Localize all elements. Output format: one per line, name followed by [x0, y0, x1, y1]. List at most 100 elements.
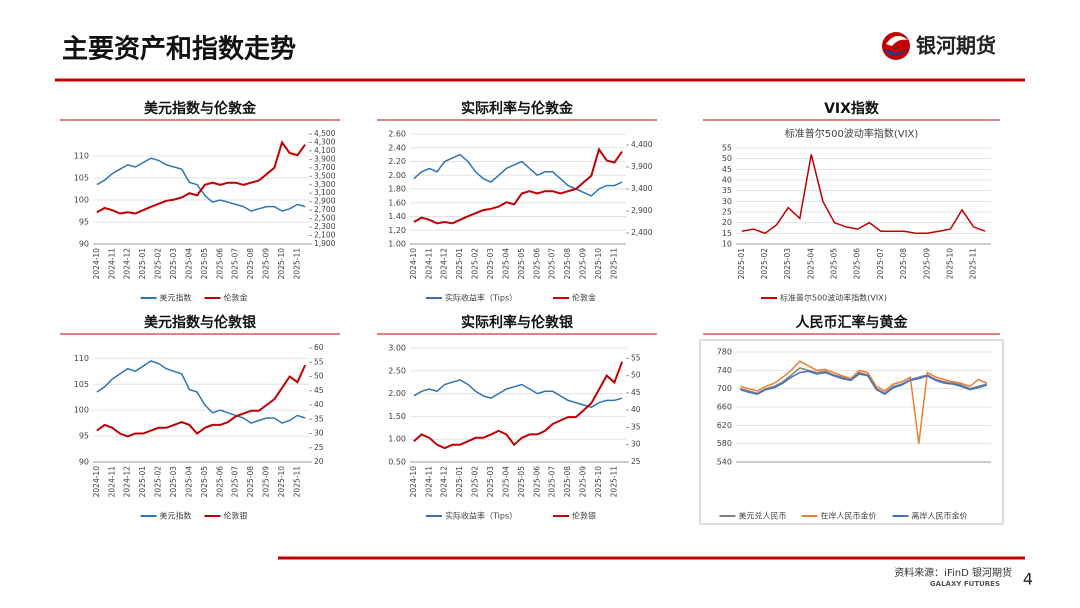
- y2-tick-label: 40: [314, 400, 324, 409]
- legend-label: 标准普尔500波动率指数(VIX): [780, 293, 887, 303]
- x-tick-label: 2025-11: [292, 466, 301, 498]
- y-tick-label: 105: [74, 380, 89, 389]
- x-tick-label: 2025-08: [563, 248, 572, 280]
- chart: 实际利率与伦敦银 0.50 1.00 1.50 2.00 2.50 3.00 25 30 35 40…: [377, 314, 657, 521]
- y-tick-label: 540: [717, 458, 732, 467]
- y2-tick-label: 4,400: [631, 140, 653, 149]
- series-line: [413, 153, 623, 197]
- y-tick-label: 100: [74, 406, 89, 415]
- x-tick-label: 2025-05: [517, 248, 526, 280]
- y-tick-label: 2.00: [388, 389, 406, 398]
- x-tick-label: 2024-12: [440, 466, 449, 498]
- y-tick-label: 110: [74, 354, 89, 363]
- y2-tick-label: 3,500: [314, 171, 336, 180]
- x-tick-label: 2025-08: [563, 466, 572, 498]
- chart: 美元指数与伦敦银 90 95 100 105 110 20 25 30 35 40 45 50 55 60 2…: [60, 314, 340, 521]
- y2-tick-label: 30: [314, 429, 324, 438]
- x-tick-label: 2025-03: [486, 466, 495, 498]
- y-tick-label: 780: [717, 348, 732, 357]
- x-tick-label: 2025-10: [594, 248, 603, 280]
- x-tick-label: 2025-02: [154, 248, 163, 280]
- y-tick-label: 110: [74, 152, 89, 161]
- chart-title: VIX指数: [824, 100, 880, 117]
- x-tick-label: 2025-04: [806, 248, 815, 280]
- y2-tick-label: 3,900: [314, 154, 336, 163]
- x-tick-label: 2025-01: [138, 466, 147, 498]
- x-tick-label: 2025-05: [517, 466, 526, 498]
- y2-tick-label: 40: [631, 405, 641, 414]
- legend-label: 伦敦银: [572, 511, 596, 521]
- x-tick-label: 2025-11: [292, 248, 301, 280]
- x-tick-label: 2025-09: [579, 466, 588, 498]
- y-tick-label: 2.20: [388, 157, 406, 166]
- x-tick-label: 2025-07: [548, 466, 557, 498]
- y-tick-label: 50: [722, 154, 732, 163]
- x-tick-label: 2025-03: [169, 466, 178, 498]
- legend-label: 美元兑人民币: [739, 511, 787, 521]
- chart: 实际利率与伦敦金 1.00 1.20 1.40 1.60 1.80 2.00 2.20 2.40…: [377, 100, 657, 303]
- y-tick-label: 30: [722, 197, 732, 206]
- logo-swoosh: [884, 48, 908, 56]
- x-tick-label: 2024-10: [92, 248, 101, 280]
- brand-text: GALAXY FUTURES: [930, 580, 1000, 588]
- chart-title: 美元指数与伦敦银: [144, 314, 257, 331]
- x-tick-label: 2025-07: [548, 248, 557, 280]
- x-tick-label: 2025-02: [154, 466, 163, 498]
- x-tick-label: 2025-11: [969, 248, 978, 280]
- chart-title: 实际利率与伦敦银: [461, 314, 574, 331]
- x-tick-label: 2025-11: [609, 466, 618, 498]
- chart: 美元指数与伦敦金 90 95 100 105 110 1,9002,1002,3002,50…: [60, 100, 340, 303]
- legend-label: 实际收益率（Tips）: [445, 293, 517, 303]
- y2-tick-label: 25: [314, 443, 324, 452]
- y2-tick-label: 3,300: [314, 180, 336, 189]
- page-number: 4: [1023, 570, 1033, 589]
- y2-tick-label: 2,400: [631, 228, 653, 237]
- x-tick-label: 2024-11: [424, 248, 433, 280]
- y-tick-label: 700: [717, 384, 732, 393]
- x-tick-label: 2024-12: [123, 248, 132, 280]
- x-tick-label: 2025-05: [200, 466, 209, 498]
- y-tick-label: 25: [722, 208, 732, 217]
- y-tick-label: 100: [74, 196, 89, 205]
- chart-title: 实际利率与伦敦金: [461, 100, 574, 117]
- x-tick-label: 2025-09: [262, 248, 271, 280]
- legend-label: 美元指数: [160, 511, 192, 521]
- x-tick-label: 2025-06: [215, 248, 224, 280]
- legend-label: 伦敦金: [224, 293, 248, 303]
- legend-label: 在岸人民币金价: [821, 511, 877, 521]
- y-tick-label: 90: [79, 458, 89, 467]
- series-line: [96, 364, 307, 438]
- x-tick-label: 2025-04: [184, 466, 193, 498]
- x-tick-label: 2025-10: [594, 466, 603, 498]
- chart: 人民币汇率与黄金 540 580 620 660 700 740 780 美元兑人民币 在岸人民币…: [699, 314, 1004, 525]
- y-tick-label: 2.00: [388, 171, 406, 180]
- chart-title: 美元指数与伦敦金: [144, 100, 257, 117]
- x-tick-label: 2025-03: [486, 248, 495, 280]
- y2-tick-label: 3,100: [314, 188, 336, 197]
- x-tick-label: 2025-07: [876, 248, 885, 280]
- x-tick-label: 2025-09: [579, 248, 588, 280]
- series-line: [740, 360, 988, 444]
- x-tick-label: 2024-11: [107, 466, 116, 498]
- y2-tick-label: 55: [314, 357, 324, 366]
- x-tick-label: 2025-04: [501, 248, 510, 280]
- x-tick-label: 2025-01: [455, 466, 464, 498]
- x-tick-label: 2025-08: [246, 466, 255, 498]
- y-tick-label: 660: [717, 403, 732, 412]
- x-tick-label: 2024-11: [107, 248, 116, 280]
- x-tick-label: 2025-09: [262, 466, 271, 498]
- y2-tick-label: 50: [314, 372, 324, 381]
- y-tick-label: 35: [722, 186, 732, 195]
- y2-tick-label: 4,300: [314, 137, 336, 146]
- chart-subtitle: 标准普尔500波动率指数(VIX): [785, 127, 919, 140]
- y-tick-label: 1.00: [388, 240, 406, 249]
- x-tick-label: 2025-01: [737, 248, 746, 280]
- x-tick-label: 2025-05: [830, 248, 839, 280]
- x-tick-label: 2025-02: [471, 248, 480, 280]
- x-tick-label: 2024-12: [123, 466, 132, 498]
- x-tick-label: 2025-04: [501, 466, 510, 498]
- x-tick-label: 2025-03: [169, 248, 178, 280]
- y-tick-label: 0.50: [388, 458, 406, 467]
